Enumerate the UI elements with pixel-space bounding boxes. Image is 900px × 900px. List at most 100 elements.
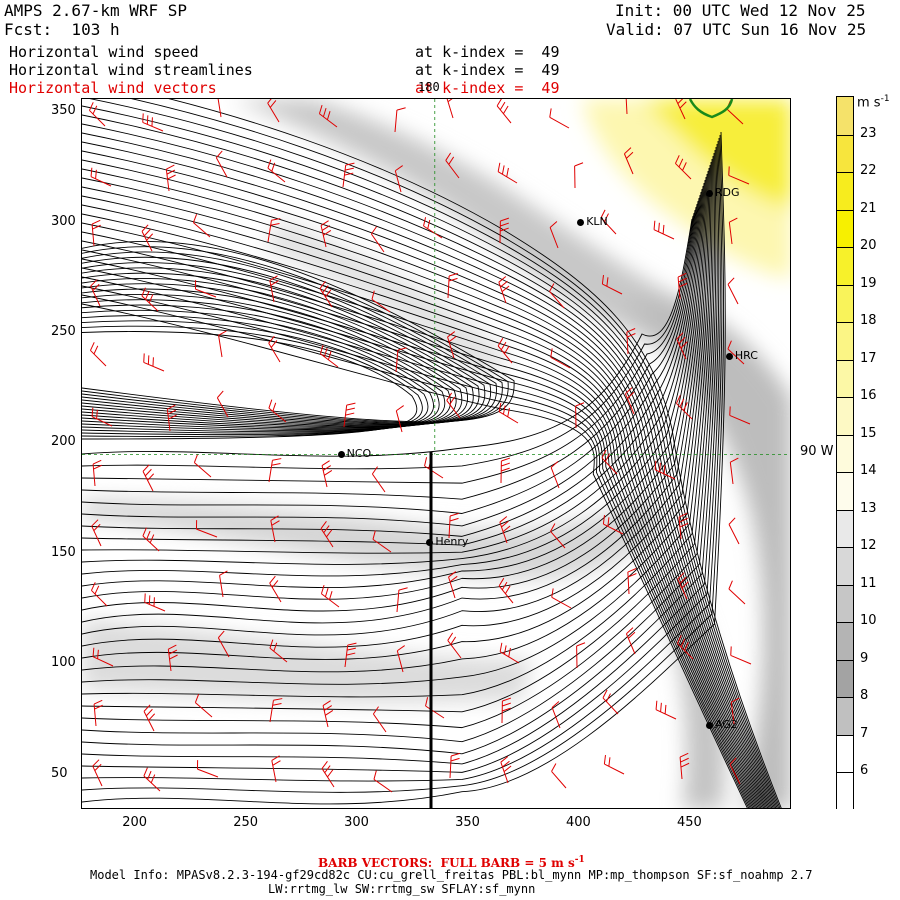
colorbar-level-label: 12 <box>860 538 877 554</box>
wind-barb <box>575 402 585 429</box>
wind-barb <box>193 453 212 478</box>
wind-barb <box>321 460 333 488</box>
wind-barb <box>372 530 392 553</box>
wind-barb <box>91 519 102 547</box>
x-tick-label: 300 <box>344 815 369 830</box>
wind-barb <box>600 209 617 235</box>
wind-barb <box>498 402 519 424</box>
wind-barb <box>270 515 280 543</box>
map-plot[interactable] <box>81 98 791 809</box>
wind-barb <box>603 755 625 775</box>
colorbar-level-label: 18 <box>860 313 877 329</box>
wind-barb <box>601 449 618 475</box>
station-label: Henry <box>435 534 469 548</box>
wind-barb <box>447 331 457 359</box>
streamline <box>82 141 773 808</box>
station-label: AG2 <box>714 718 738 732</box>
wind-barb <box>396 587 408 613</box>
streamline <box>82 137 723 782</box>
wind-barb <box>371 290 391 313</box>
model-title: AMPS 2.67-km WRF SP <box>4 1 188 20</box>
wind-barb <box>89 342 107 367</box>
wind-barb <box>576 642 586 669</box>
wind-barb <box>496 99 512 124</box>
wind-barb <box>625 99 628 115</box>
wind-barb <box>166 404 177 432</box>
streamline <box>82 240 515 423</box>
field-name-vectors: Horizontal wind vectors <box>9 79 217 97</box>
speed-shade-area <box>622 299 790 808</box>
wind-barb <box>654 460 676 480</box>
wind-barb <box>445 152 460 179</box>
field-level-streamlines: at k-index = 49 <box>415 61 560 79</box>
streamline <box>82 249 756 808</box>
wind-barb <box>449 752 460 779</box>
wind-barb <box>320 220 332 248</box>
wind-barb <box>343 402 356 428</box>
wind-barb <box>551 763 567 789</box>
streamline <box>82 140 721 773</box>
wind-barb <box>679 752 690 780</box>
streamline <box>82 203 698 527</box>
wind-barb <box>268 399 287 423</box>
model-info: Model Info: MPASv8.2.3-194-gf29cd82c CU:… <box>90 868 813 882</box>
wind-barb <box>93 699 103 727</box>
wind-barb <box>90 279 101 307</box>
streamline <box>82 283 469 428</box>
streamline <box>82 315 434 434</box>
wind-barb <box>676 332 688 360</box>
streamline <box>82 293 457 430</box>
speed-shade-area <box>262 219 512 379</box>
forecast-hour: Fcst: 103 h <box>4 20 120 39</box>
wind-barb <box>678 512 689 540</box>
colorbar-level-label: 22 <box>860 163 877 179</box>
wind-barb <box>499 642 520 664</box>
streamline <box>82 170 709 648</box>
colorbar-level-label: 21 <box>860 200 877 216</box>
streamline <box>82 177 767 808</box>
streamline <box>82 331 418 440</box>
streamline <box>82 209 696 500</box>
wind-barb <box>269 275 279 303</box>
wind-barb <box>549 221 559 249</box>
streamline <box>82 200 699 537</box>
coastline <box>688 99 734 119</box>
colorbar-level-label: 10 <box>860 613 877 629</box>
streamline <box>82 188 703 577</box>
wind-barb <box>727 277 739 305</box>
streamline <box>82 152 715 729</box>
wind-barb <box>144 593 166 612</box>
wind-barbs <box>88 99 752 793</box>
streamline <box>82 206 697 514</box>
streamline <box>82 246 509 423</box>
streamline <box>82 164 711 673</box>
streamline <box>82 288 463 429</box>
colorbar-level-label: 19 <box>860 275 877 291</box>
wind-barb <box>727 340 745 365</box>
y-tick-label: 200 <box>51 434 76 450</box>
wind-barb <box>602 689 619 715</box>
wind-barb <box>269 575 282 603</box>
streamline <box>82 176 707 624</box>
wind-barb <box>143 353 165 372</box>
meridian-label: 180 <box>418 80 440 94</box>
field-name-speed: Horizontal wind speed <box>9 43 199 61</box>
colorbar-segment <box>837 659 853 698</box>
station-label: NCO <box>346 446 372 460</box>
wind-barb <box>373 770 393 793</box>
field-name-streamlines: Horizontal wind streamlines <box>9 61 253 79</box>
wind-barb <box>91 219 101 247</box>
wind-barb <box>499 516 511 544</box>
wind-barb <box>195 520 218 538</box>
x-tick-label: 250 <box>233 815 259 830</box>
wind-barb <box>447 272 458 299</box>
station-dot <box>705 189 713 197</box>
barb-note: BARB VECTORS: FULL BARB = 5 m s-1 <box>318 855 585 870</box>
wind-barb <box>551 588 572 609</box>
colorbar-level-label: 7 <box>860 725 869 741</box>
wind-barb <box>319 345 339 368</box>
speed-shade-area <box>82 499 662 580</box>
wind-barb <box>320 521 334 548</box>
wind-barb <box>92 759 103 787</box>
wind-barb <box>729 757 741 785</box>
